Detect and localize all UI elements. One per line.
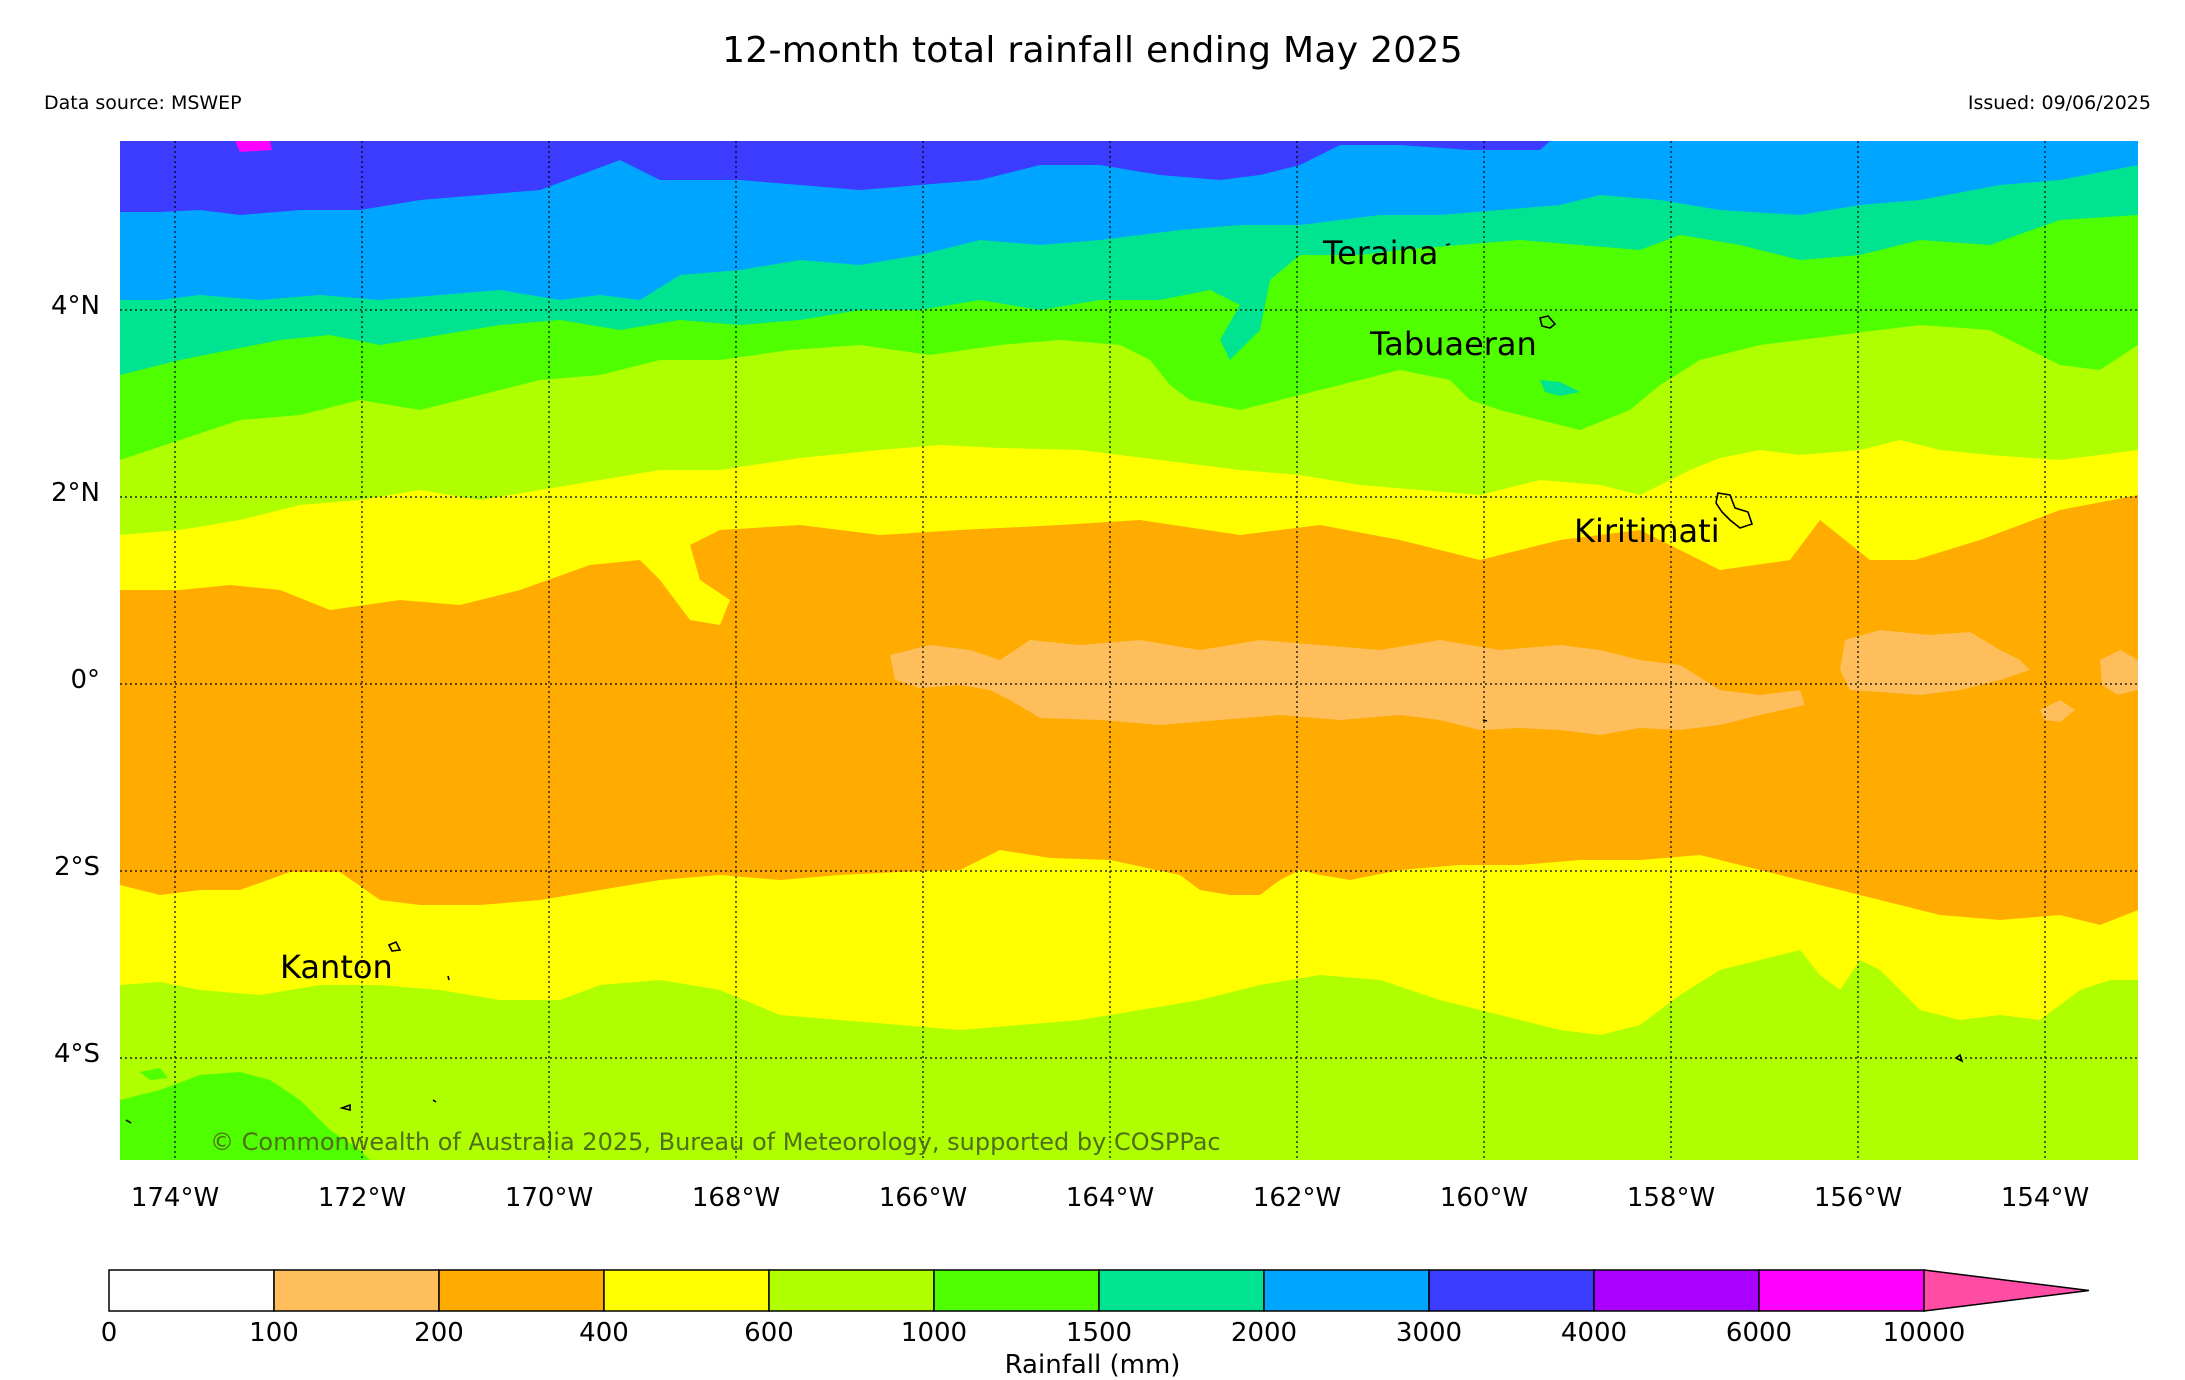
colorbar-segment: [1428, 1269, 1595, 1312]
lon-label-154w: 154°W: [2000, 1183, 2090, 1213]
colorbar-segment: [108, 1269, 275, 1312]
colorbar-segment: [1098, 1269, 1265, 1312]
lon-label-168w: 168°W: [691, 1183, 781, 1213]
colorbar-tick-label: 200: [414, 1318, 464, 1348]
lon-label-158w: 158°W: [1626, 1183, 1716, 1213]
colorbar-segment: [438, 1269, 605, 1312]
lat-label-4s: 4°S: [53, 1039, 100, 1069]
band-6000-10000-north: [235, 141, 272, 152]
kanton-island-outline: [387, 940, 402, 952]
band-100-200-east-edge: [2100, 650, 2138, 695]
islet-outline-5: [1954, 1053, 1964, 1063]
place-label-teraina: Teraina: [1323, 234, 1439, 272]
place-label-kanton: Kanton: [280, 948, 393, 986]
colorbar-tick-label: 1500: [1065, 1318, 1133, 1348]
lon-label-172w: 172°W: [317, 1183, 407, 1213]
colorbar-tick-label: 0: [100, 1318, 118, 1348]
copyright-notice: © Commonwealth of Australia 2025, Bureau…: [210, 1128, 1221, 1156]
band-1000-1500-south-small: [140, 1068, 168, 1080]
band-3000-4000-north: [120, 141, 1550, 215]
data-source-label: Data source: MSWEP: [44, 92, 242, 114]
island-outlines: [125, 243, 1964, 1124]
lat-label-4n: 4°N: [51, 291, 100, 321]
islet-outline-4: [125, 1119, 132, 1124]
band-1500-2000-north-mid: [1540, 380, 1580, 396]
colorbar-tick-label: 6000: [1725, 1318, 1793, 1348]
lat-label-2s: 2°S: [53, 852, 100, 882]
colorbar-tick-label: 2000: [1230, 1318, 1298, 1348]
band-100-200-central: [890, 640, 1805, 735]
map-graticule: [120, 141, 2138, 1160]
colorbar-segment: [1593, 1269, 1760, 1312]
band-100-200-east: [1840, 630, 2030, 695]
place-label-tabuaeran: Tabuaeran: [1370, 325, 1537, 363]
colorbar-tick-label: 1000: [900, 1318, 968, 1348]
lon-label-162w: 162°W: [1252, 1183, 1342, 1213]
band-600-1000-south: [120, 950, 2138, 1160]
kiritimati-island-outline: [1715, 492, 1754, 529]
band-100-200-east-small: [2040, 700, 2075, 722]
islet-outline-6: [1482, 719, 1488, 722]
colorbar-title: Rainfall (mm): [1004, 1350, 1181, 1380]
colorbar-tick-label: 400: [579, 1318, 629, 1348]
band-1000-1500-south: [120, 1072, 370, 1160]
lon-label-164w: 164°W: [1065, 1183, 1155, 1213]
colorbar-tick-label: 10000: [1882, 1318, 1966, 1348]
issued-date-label: Issued: 09/06/2025: [1967, 92, 2151, 114]
place-label-kiritimati: Kiritimati: [1574, 512, 1720, 550]
lat-label-0: 0°: [70, 665, 100, 695]
islet-outline-2: [339, 1103, 351, 1112]
lon-label-156w: 156°W: [1813, 1183, 1903, 1213]
colorbar-extend-arrow: [1923, 1269, 2090, 1312]
teraina-island-outline: [1445, 243, 1451, 246]
lon-label-170w: 170°W: [504, 1183, 594, 1213]
colorbar-tick-label: 4000: [1560, 1318, 1628, 1348]
colorbar-segment: [1263, 1269, 1430, 1312]
lon-label-160w: 160°W: [1439, 1183, 1529, 1213]
lat-label-2n: 2°N: [51, 478, 100, 508]
lon-label-174w: 174°W: [130, 1183, 220, 1213]
colorbar-tick-label: 100: [249, 1318, 299, 1348]
islet-outline-3: [432, 1099, 437, 1103]
colorbar-segment: [603, 1269, 770, 1312]
colorbar-segment: [933, 1269, 1100, 1312]
colorbar-segment: [768, 1269, 935, 1312]
lon-label-166w: 166°W: [878, 1183, 968, 1213]
rainfall-bands: [120, 141, 2138, 1160]
islet-outline: [447, 975, 450, 981]
rainfall-colorbar: [108, 1269, 2090, 1312]
colorbar-segment: [1758, 1269, 1925, 1312]
colorbar-segment: [273, 1269, 440, 1312]
colorbar-tick-label: 600: [744, 1318, 794, 1348]
colorbar-tick-label: 3000: [1395, 1318, 1463, 1348]
map-title: 12-month total rainfall ending May 2025: [722, 30, 1463, 71]
tabuaeran-island-outline: [1539, 315, 1557, 329]
band-2000-3000-north: [120, 141, 2138, 300]
